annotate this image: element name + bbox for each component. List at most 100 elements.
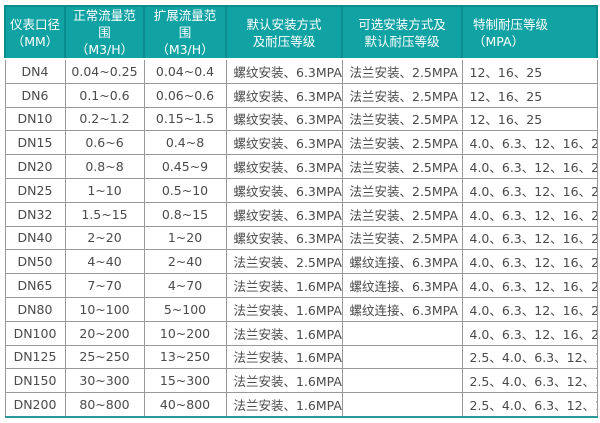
table-cell-col6: 2.5、4.0、6.3、12、16 <box>461 344 598 370</box>
table-cell-col4: 法兰安装、1.6MPA <box>225 344 343 370</box>
table-cell-col2: 10~100 <box>64 296 145 322</box>
header-cell-col5: 可选安装方式及 默认耐压等级 <box>341 5 462 60</box>
table-cell-col4: 螺纹安装、6.3MPA <box>225 106 343 132</box>
table-cell-col1: DN4 <box>4 58 66 84</box>
table-row: DN150 30~300 15~300 法兰安装、1.6MPA 2.5、4.0、6.3、… <box>4 368 598 394</box>
table-cell-col1: DN200 <box>4 392 66 418</box>
table-row: DN15 0.6~6 0.4~8 螺纹安装、6.3MPA 法兰安装、2.5MPA 4.0、… <box>4 130 598 156</box>
table-cell-col5 <box>341 392 463 418</box>
table-cell-col2: 0.04~0.25 <box>64 58 145 84</box>
table-cell-col6: 4.0、6.3、12、16、25 <box>461 154 598 179</box>
table-cell-col6: 4.0、6.3、12、16、25 <box>461 225 598 251</box>
table-cell-col4: 法兰安装、2.5MPA <box>225 249 343 275</box>
table-cell-col3: 1~20 <box>143 225 227 251</box>
header-cell-col4: 默认安装方式 及耐压等级 <box>225 5 342 60</box>
table-cell-col5: 法兰安装、2.5MPA <box>341 82 463 108</box>
table-body: DN4 0.04~0.25 0.04~0.4 螺纹安装、6.3MPA 法兰安装、2.5M… <box>4 58 598 418</box>
table-row: DN4 0.04~0.25 0.04~0.4 螺纹安装、6.3MPA 法兰安装、2.5M… <box>4 58 598 84</box>
table-row: DN50 4~40 2~40 法兰安装、2.5MPA 螺纹连接、6.3MPA 4.0、6.… <box>4 249 598 275</box>
table-cell-col2: 0.6~6 <box>64 130 145 156</box>
table-cell-col4: 法兰安装、1.6MPA <box>225 368 343 394</box>
table-cell-col3: 10~200 <box>143 320 227 346</box>
table-cell-col5: 螺纹连接、6.3MPA <box>341 273 463 298</box>
table-row: DN80 10~100 5~100 法兰安装、1.6MPA 螺纹连接、6.3MPA 4.0… <box>4 296 598 322</box>
table-cell-col1: DN40 <box>4 225 66 251</box>
table-cell-col6: 4.0、6.3、12、16、25 <box>461 249 598 275</box>
table-cell-col4: 螺纹安装、6.3MPA <box>225 58 343 84</box>
table-cell-col5: 法兰安装、2.5MPA <box>341 225 463 251</box>
table-cell-col2: 1~10 <box>64 177 145 203</box>
table-row: DN25 1~10 0.5~10 螺纹安装、6.3MPA 法兰安装、2.5MPA 4.0、… <box>4 177 598 203</box>
table-cell-col5: 法兰安装、2.5MPA <box>341 106 463 132</box>
table-cell-col1: DN80 <box>4 296 66 322</box>
table-cell-col1: DN150 <box>4 368 66 394</box>
table-cell-col2: 30~300 <box>64 368 145 394</box>
table-row: DN32 1.5~15 0.8~15 螺纹安装、6.3MPA 法兰安装、2.5MPA 4.… <box>4 201 598 227</box>
table-cell-col6: 4.0、6.3、12、16、25 <box>461 273 598 298</box>
table-cell-col4: 螺纹安装、6.3MPA <box>225 201 343 227</box>
table-cell-col3: 13~250 <box>143 344 227 370</box>
table-cell-col2: 25~250 <box>64 344 145 370</box>
table-cell-col3: 15~300 <box>143 368 227 394</box>
table-cell-col1: DN20 <box>4 154 66 179</box>
table-row: DN10 0.2~1.2 0.15~1.5 螺纹安装、6.3MPA 法兰安装、2.5MP… <box>4 106 598 132</box>
table-cell-col6: 4.0、6.3、12、16、25 <box>461 320 598 346</box>
table-cell-col4: 螺纹安装、6.3MPA <box>225 177 343 203</box>
table-row: DN200 80~800 40~800 法兰安装、1.6MPA 2.5、4.0、6.3、… <box>4 392 598 418</box>
table-cell-col3: 0.4~8 <box>143 130 227 156</box>
table-cell-col6: 12、16、25 <box>461 58 598 84</box>
table-cell-col2: 0.2~1.2 <box>64 106 145 132</box>
table-row: DN20 0.8~8 0.45~9 螺纹安装、6.3MPA 法兰安装、2.5MPA 4.0… <box>4 154 598 179</box>
table-cell-col6: 12、16、25 <box>461 106 598 132</box>
table-cell-col1: DN125 <box>4 344 66 370</box>
flow-meter-spec-page: 仪表口径 （MM） 正常流量范围 （M3/H） 扩展流量范围 （M3/H） 默认安装方… <box>0 5 600 418</box>
table-row: DN6 0.1~0.6 0.06~0.6 螺纹安装、6.3MPA 法兰安装、2.5MPA… <box>4 82 598 108</box>
table-cell-col5 <box>341 344 463 370</box>
table-cell-col3: 4~70 <box>143 273 227 298</box>
table-cell-col5: 螺纹连接、6.3MPA <box>341 296 463 322</box>
table-cell-col2: 20~200 <box>64 320 145 346</box>
table-cell-col6: 2.5、4.0、6.3、12、16 <box>461 392 598 418</box>
table-cell-col6: 4.0、6.3、12、16、25 <box>461 177 598 203</box>
header-cell-col2: 正常流量范围 （M3/H） <box>64 5 144 60</box>
table-cell-col5: 法兰安装、2.5MPA <box>341 154 463 179</box>
table-cell-col4: 法兰安装、1.6MPA <box>225 296 343 322</box>
table-cell-col4: 法兰安装、1.6MPA <box>225 320 343 346</box>
table-cell-col5: 法兰安装、2.5MPA <box>341 130 463 156</box>
table-cell-col4: 螺纹安装、6.3MPA <box>225 82 343 108</box>
table-row: DN125 25~250 13~250 法兰安装、1.6MPA 2.5、4.0、6.3、… <box>4 344 598 370</box>
table-cell-col2: 2~20 <box>64 225 145 251</box>
table-cell-col1: DN25 <box>4 177 66 203</box>
table-cell-col2: 1.5~15 <box>64 201 145 227</box>
table-cell-col1: DN32 <box>4 201 66 227</box>
table-cell-col3: 2~40 <box>143 249 227 275</box>
table-cell-col3: 0.5~10 <box>143 177 227 203</box>
table-cell-col2: 4~40 <box>64 249 145 275</box>
table-cell-col3: 0.15~1.5 <box>143 106 227 132</box>
table-cell-col3: 5~100 <box>143 296 227 322</box>
table-cell-col3: 0.45~9 <box>143 154 227 179</box>
table-cell-col3: 0.8~15 <box>143 201 227 227</box>
table-cell-col2: 7~70 <box>64 273 145 298</box>
table-cell-col5: 法兰安装、2.5MPA <box>341 177 463 203</box>
table-cell-col3: 0.06~0.6 <box>143 82 227 108</box>
table-cell-col4: 螺纹安装、6.3MPA <box>225 130 343 156</box>
table-cell-col4: 法兰安装、1.6MPA <box>225 392 343 418</box>
table-cell-col6: 4.0、6.3、12、16、25 <box>461 296 598 322</box>
table-row: DN40 2~20 1~20 螺纹安装、6.3MPA 法兰安装、2.5MPA 4.0、6.… <box>4 225 598 251</box>
table-cell-col6: 4.0、6.3、12、16、25 <box>461 130 598 156</box>
table-cell-col3: 40~800 <box>143 392 227 418</box>
header-cell-col6: 特制耐压等级 （MPA） <box>461 5 598 60</box>
header-cell-col1: 仪表口径 （MM） <box>4 5 65 60</box>
table-cell-col1: DN6 <box>4 82 66 108</box>
table-header: 仪表口径 （MM） 正常流量范围 （M3/H） 扩展流量范围 （M3/H） 默认安装方… <box>4 5 598 60</box>
table-cell-col5 <box>341 320 463 346</box>
header-row: 仪表口径 （MM） 正常流量范围 （M3/H） 扩展流量范围 （M3/H） 默认安装方… <box>4 5 598 60</box>
flow-meter-spec-table: 仪表口径 （MM） 正常流量范围 （M3/H） 扩展流量范围 （M3/H） 默认安装方… <box>4 5 598 418</box>
table-row: DN65 7~70 4~70 法兰安装、1.6MPA 螺纹连接、6.3MPA 4.0、6.… <box>4 273 598 298</box>
table-cell-col6: 2.5、4.0、6.3、12、16 <box>461 368 598 394</box>
table-cell-col1: DN15 <box>4 130 66 156</box>
header-cell-col3: 扩展流量范围 （M3/H） <box>143 5 226 60</box>
table-cell-col6: 12、16、25 <box>461 82 598 108</box>
table-cell-col1: DN10 <box>4 106 66 132</box>
